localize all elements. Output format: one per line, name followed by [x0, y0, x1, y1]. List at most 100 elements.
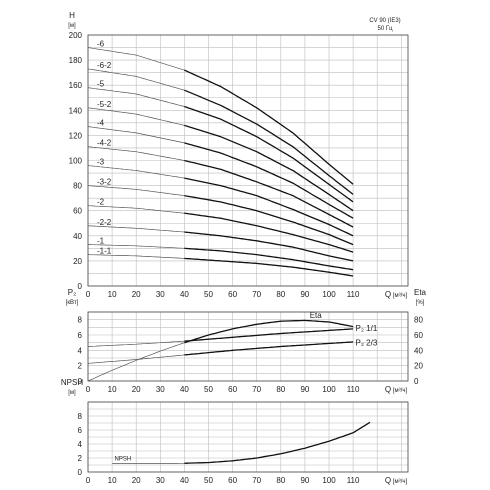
x-tick-label: 70 [252, 290, 261, 299]
y-tick-label: 40 [73, 232, 82, 241]
series-line-thin [87, 254, 185, 259]
series-label: -5 [97, 80, 105, 89]
x-tick-label: 100 [322, 476, 336, 485]
x-tick-label: 30 [156, 290, 165, 299]
series-line [184, 231, 354, 262]
series-line [184, 105, 354, 203]
x-tick-label: 70 [252, 385, 261, 394]
x-tick-label: 80 [276, 385, 285, 394]
x-tick-label: 40 [180, 476, 189, 485]
series-label: -4-2 [97, 139, 112, 148]
series-line [184, 247, 354, 271]
series-label: -1-1 [97, 247, 112, 256]
x-tick-label: 20 [132, 385, 141, 394]
series-line [184, 124, 354, 212]
series-line-thin [87, 354, 185, 364]
series-line-thin [87, 340, 185, 347]
y-axis-unit: [м] [68, 390, 76, 396]
x-tick-label: 50 [204, 476, 213, 485]
series-label: -1 [97, 237, 105, 246]
y-axis-unit: [м] [68, 23, 76, 29]
y-tick-label: 200 [69, 31, 83, 40]
x-tick-label: 110 [347, 385, 360, 394]
y-axis-label: P₂ [68, 288, 76, 297]
chart-title: CV 90 (IE3) [369, 18, 400, 24]
plot-frame [87, 34, 409, 287]
y-axis-label: NPSH [61, 378, 83, 387]
y2-tick-label: 60 [414, 331, 423, 340]
x-tick-label: 0 [86, 290, 91, 299]
series-line-thin [87, 107, 185, 126]
x-tick-label: 0 [86, 476, 91, 485]
series-line [184, 194, 354, 246]
x-axis-unit: [м³/ч] [393, 293, 408, 299]
x-tick-label: 50 [204, 385, 213, 394]
x-axis-unit: [м³/ч] [393, 479, 408, 485]
y-tick-label: 6 [78, 331, 83, 340]
npsh-panel: 0 10 20 30 40 50 60 70 80 90 100 110 Q [м³/ч]02468NPS… [61, 378, 409, 485]
series-line-thin [87, 342, 185, 382]
series-label: -3 [97, 158, 105, 167]
x-tick-label: 50 [204, 290, 213, 299]
y2-tick-label: 40 [414, 346, 423, 355]
series-line [184, 341, 354, 356]
x-tick-label: 40 [180, 385, 189, 394]
y-tick-label: 6 [78, 426, 83, 435]
y-tick-label: 2 [78, 454, 83, 463]
x-tick-label: 90 [300, 385, 309, 394]
series-label: -4 [97, 119, 105, 128]
series-line-thin [87, 68, 185, 91]
y-tick-label: 60 [73, 207, 82, 216]
x-axis-unit: [м³/ч] [393, 388, 408, 394]
y-tick-label: 8 [78, 412, 83, 421]
x-tick-label: 90 [300, 290, 309, 299]
series-line [184, 319, 354, 344]
y-tick-label: 120 [69, 131, 83, 140]
series-line [184, 328, 354, 342]
x-tick-label: 20 [132, 290, 141, 299]
series-line-thin [87, 146, 185, 161]
y-tick-label: 20 [73, 257, 82, 266]
y-tick-label: 160 [69, 81, 83, 90]
y2-tick-label: 80 [414, 316, 423, 325]
y-tick-label: 140 [69, 106, 83, 115]
y-tick-label: 0 [78, 282, 83, 291]
series-line [184, 159, 354, 228]
series-line-thin [87, 185, 185, 196]
series-line [184, 89, 354, 195]
x-tick-label: 60 [228, 476, 237, 485]
x-tick-label: 0 [86, 385, 91, 394]
x-tick-label: 10 [108, 476, 117, 485]
x-tick-label: 110 [347, 476, 360, 485]
y-tick-label: 100 [69, 157, 83, 166]
series-line [184, 421, 371, 464]
y-axis-label: H [69, 11, 75, 20]
series-label: -2-2 [97, 218, 112, 227]
x-tick-label: 80 [276, 290, 285, 299]
x-tick-label: 20 [132, 476, 141, 485]
y-tick-label: 4 [78, 440, 83, 449]
x-tick-label: 60 [228, 290, 237, 299]
series-line [184, 142, 354, 219]
x-tick-label: 10 [108, 385, 117, 394]
head-curve-panel: 0 10 20 30 40 50 60 70 80 90 100 110 Q [м³/ч] 0 20 40 60 8… [68, 11, 409, 299]
series-label: -3-2 [97, 178, 112, 187]
x-tick-label: 60 [228, 385, 237, 394]
y-tick-label: 4 [78, 346, 83, 355]
series-label: -6-2 [97, 61, 112, 70]
series-line [184, 177, 354, 237]
series-line-thin [87, 47, 185, 71]
x-tick-label: 70 [252, 476, 261, 485]
series-label: -6 [97, 40, 105, 49]
series-label: -2 [97, 198, 105, 207]
series-line [184, 257, 354, 277]
x-tick-label: 10 [108, 290, 117, 299]
plot-frame [87, 401, 409, 473]
chart-subtitle: 50 Гц [377, 26, 393, 32]
x-axis-label: Q [385, 290, 391, 299]
x-tick-label: 40 [180, 290, 189, 299]
x-tick-label: 100 [322, 290, 336, 299]
series-line-thin [87, 225, 185, 233]
y-tick-label: 180 [69, 56, 83, 65]
